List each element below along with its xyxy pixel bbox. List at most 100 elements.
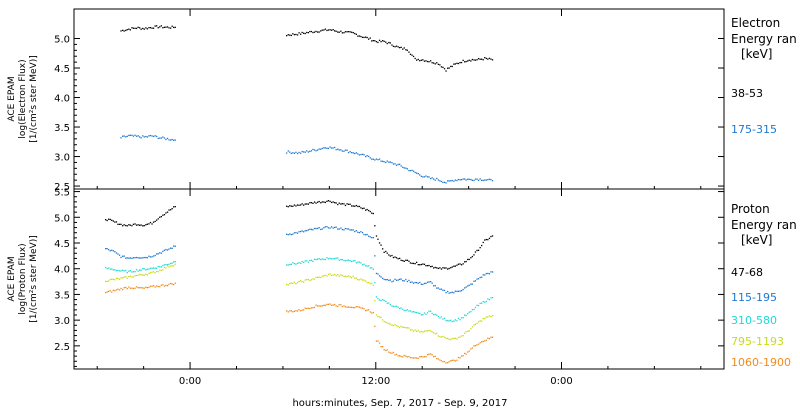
data-point [457,263,460,265]
data-point [430,281,432,283]
data-point [309,228,311,230]
data-point [409,53,412,55]
data-point [437,335,439,337]
data-point [145,27,147,29]
data-point [343,275,345,277]
data-point [114,269,116,271]
data-point [372,40,374,42]
data-point [341,305,343,308]
data-point [143,268,145,270]
data-point [368,265,370,267]
data-point [170,265,172,267]
data-point [170,139,172,141]
data-point [318,200,320,203]
data-point [422,356,424,358]
data-point [173,206,175,208]
data-point [157,27,159,29]
data-point [468,350,470,352]
data-point [300,204,302,206]
data-point [383,349,385,351]
data-point [292,282,294,284]
data-point [165,26,167,28]
data-point [357,153,359,155]
data-point [465,314,467,317]
data-point [321,29,323,31]
data-point [408,260,410,262]
data-point [366,309,368,311]
data-point [321,147,323,150]
data-point [301,203,303,205]
data-point [476,322,478,325]
data-point [378,158,381,160]
data-point [171,265,173,267]
data-point [488,273,491,275]
data-point [394,354,396,356]
data-point [428,310,430,312]
data-point [154,272,156,274]
data-point [361,207,364,210]
data-point [111,249,113,251]
data-point [318,227,320,229]
data-point [347,306,350,308]
data-point [340,227,342,229]
data-point [349,260,351,262]
data-point [163,266,166,269]
data-point [467,330,469,332]
data-point [306,260,308,262]
data-point [327,147,330,150]
data-point [352,205,354,207]
data-point [320,276,322,279]
data-point [162,265,164,267]
data-point [490,271,492,273]
data-point [290,152,292,155]
data-point [382,40,384,42]
data-point [134,27,136,29]
data-point [409,357,412,359]
data-point [403,260,405,262]
data-point [419,312,421,315]
data-point [366,155,368,157]
data-point [383,278,385,281]
data-point [454,290,456,292]
data-point [479,342,481,344]
data-point [467,178,469,180]
data-point [300,262,302,264]
data-point [425,330,427,332]
data-point [289,151,291,153]
data-point [159,216,161,218]
data-point [443,267,446,269]
data-point [378,39,381,41]
data-point [174,139,176,141]
data-point [117,269,119,271]
data-point [355,306,357,308]
data-point [160,137,162,139]
data-point [457,336,460,339]
data-point [428,264,430,267]
data-point [171,247,173,249]
data-point [440,288,443,290]
legend-entry-310-580: 310-580 [731,314,777,327]
data-point [419,60,421,62]
data-point [400,165,402,167]
data-point [295,310,297,312]
data-point [403,47,405,49]
data-point [380,316,382,318]
data-point [414,329,416,331]
data-point [383,161,385,163]
data-point [462,59,464,61]
data-point [419,281,421,284]
data-point [317,149,319,151]
data-point [397,325,399,328]
data-point [369,283,371,285]
legend-title: [keV] [741,233,772,247]
data-point [417,312,419,314]
data-point [448,180,450,182]
data-point [334,226,336,229]
data-point [120,137,122,139]
data-point [309,202,311,204]
data-point [329,29,331,31]
data-point [292,262,294,264]
data-point [301,150,303,153]
data-point [112,269,114,271]
data-point [162,284,164,286]
